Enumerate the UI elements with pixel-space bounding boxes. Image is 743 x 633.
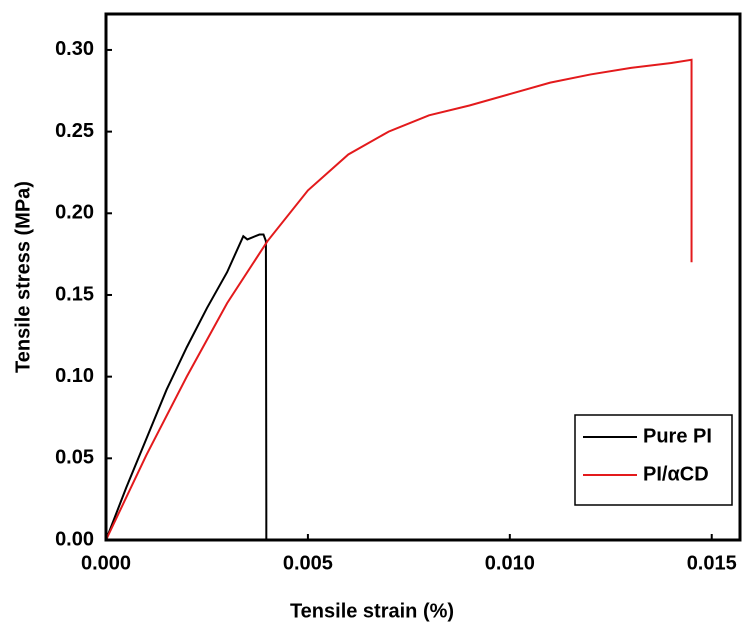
- y-tick-label: 0.10: [55, 365, 94, 387]
- x-axis-label: Tensile strain (%): [290, 600, 454, 622]
- line-series: [105, 233, 268, 541]
- y-tick-label: 0.00: [55, 528, 94, 550]
- x-tick-label: 0.005: [283, 552, 333, 574]
- y-tick-label: 0.20: [55, 202, 94, 224]
- x-tick-label: 0.015: [687, 552, 737, 574]
- y-tick-label: 0.30: [55, 38, 94, 60]
- line-series: [105, 58, 693, 541]
- y-tick-label: 0.05: [55, 447, 94, 469]
- y-tick-label: 0.25: [55, 120, 94, 142]
- y-tick-label: 0.15: [55, 283, 94, 305]
- x-tick-label: 0.010: [485, 552, 535, 574]
- x-tick-label: 0.000: [81, 552, 131, 574]
- legend-label: PI/αCD: [643, 463, 709, 485]
- legend-label: Pure PI: [643, 425, 712, 447]
- legend-box: [574, 414, 733, 506]
- y-axis-label: Tensile stress (MPa): [12, 181, 34, 373]
- plot-frame: [104, 12, 742, 542]
